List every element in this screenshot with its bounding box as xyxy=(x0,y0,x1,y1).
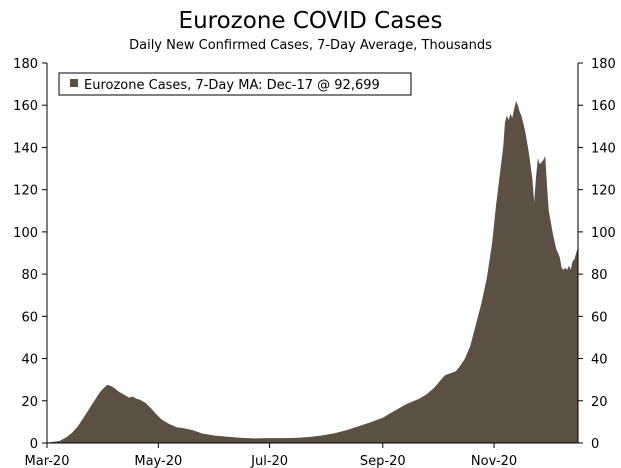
y-tick-label-left: 20 xyxy=(21,395,38,410)
y-tick-label-left: 180 xyxy=(13,57,38,72)
legend-box xyxy=(58,72,412,96)
y-tick-label-right: 60 xyxy=(591,310,608,325)
y-tick-label-left: 40 xyxy=(21,353,38,368)
y-tick-label-left: 140 xyxy=(13,141,38,156)
x-tick-label: May-20 xyxy=(134,454,182,468)
y-tick-label-right: 160 xyxy=(591,99,616,114)
x-tick-label: Mar-20 xyxy=(25,454,70,468)
y-tick-label-left: 60 xyxy=(21,310,38,325)
legend-label: Eurozone Cases, 7-Day MA: Dec-17 @ 92,69… xyxy=(84,78,380,93)
y-tick-label-right: 20 xyxy=(591,395,608,410)
y-tick-label-right: 120 xyxy=(591,184,616,199)
y-tick-label-right: 140 xyxy=(591,141,616,156)
x-tick-label: Nov-20 xyxy=(471,454,517,468)
legend: Eurozone Cases, 7-Day MA: Dec-17 @ 92,69… xyxy=(58,72,412,96)
y-tick-label-left: 120 xyxy=(13,184,38,199)
y-tick-label-right: 0 xyxy=(591,437,599,452)
chart-title: Eurozone COVID Cases xyxy=(178,8,443,34)
x-tick-label: Jul-20 xyxy=(250,454,288,468)
y-tick-label-left: 0 xyxy=(30,437,38,452)
x-tick-label: Sep-20 xyxy=(360,454,406,468)
y-tick-label-right: 80 xyxy=(591,268,608,283)
chart-subtitle: Daily New Confirmed Cases, 7-Day Average… xyxy=(129,38,492,53)
legend-swatch xyxy=(70,79,78,87)
series-area-0 xyxy=(47,101,578,443)
y-tick-label-left: 100 xyxy=(13,226,38,241)
y-tick-label-right: 40 xyxy=(591,353,608,368)
y-tick-label-left: 160 xyxy=(13,99,38,114)
y-tick-label-right: 180 xyxy=(591,57,616,72)
y-tick-label-left: 80 xyxy=(21,268,38,283)
y-tick-label-right: 100 xyxy=(591,226,616,241)
